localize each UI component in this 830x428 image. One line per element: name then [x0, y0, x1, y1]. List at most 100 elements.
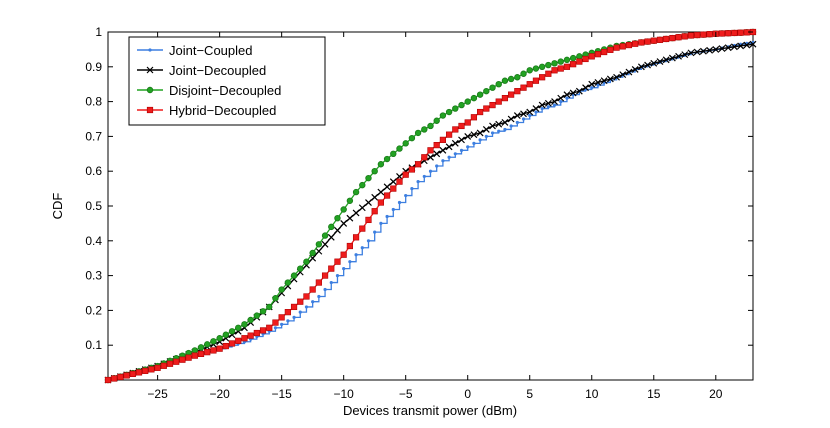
data-point: [435, 164, 439, 168]
data-point: [631, 65, 639, 73]
data-point: [280, 322, 284, 326]
data-point: [470, 114, 478, 121]
data-point: [421, 154, 428, 161]
data-point: [222, 342, 229, 350]
data-point: [383, 183, 391, 191]
data-point: [472, 141, 476, 145]
data-point: [515, 120, 519, 125]
data-point: [477, 108, 484, 116]
data-point: [625, 41, 633, 49]
data-point: [681, 51, 689, 59]
data-point: [278, 286, 285, 293]
data-point: [582, 84, 589, 92]
data-point: [266, 303, 273, 311]
legend-label: Joint−Coupled: [169, 43, 252, 58]
y-tick-label: 0.6: [85, 164, 102, 178]
x-axis-label: Devices transmit power (dBm): [343, 403, 517, 418]
data-point: [706, 46, 714, 54]
legend-label: Disjoint−Decoupled: [169, 83, 281, 98]
data-point: [441, 159, 445, 163]
data-point: [507, 75, 515, 83]
data-point: [148, 366, 155, 373]
data-point: [582, 55, 589, 63]
data-point: [303, 293, 310, 300]
data-point: [478, 138, 482, 142]
data-point: [451, 139, 459, 147]
y-tick-label: 0.8: [85, 95, 102, 109]
data-point: [346, 214, 354, 222]
data-point: [335, 274, 340, 278]
data-point: [416, 180, 420, 184]
data-point: [129, 370, 136, 378]
data-point: [650, 59, 658, 67]
data-point: [545, 61, 552, 69]
data-point: [470, 94, 478, 102]
data-point: [142, 367, 149, 374]
data-point: [693, 48, 701, 56]
data-point: [669, 34, 676, 42]
data-point: [358, 204, 366, 212]
data-point: [391, 207, 395, 212]
data-point: [191, 352, 198, 359]
data-point: [526, 81, 533, 88]
data-point: [383, 155, 391, 163]
data-point: [458, 122, 465, 130]
data-point: [204, 341, 211, 348]
data-point: [414, 129, 422, 137]
data-point: [526, 108, 534, 116]
data-point: [706, 31, 713, 38]
data-point: [650, 37, 657, 44]
data-point: [501, 77, 509, 84]
data-point: [385, 214, 389, 219]
data-point: [272, 295, 279, 302]
data-point: [724, 44, 732, 52]
data-point: [489, 84, 496, 91]
x-tick-label: 20: [709, 387, 723, 401]
data-point: [644, 38, 651, 45]
data-point: [396, 145, 403, 152]
data-point: [259, 308, 267, 315]
data-point: [197, 344, 205, 351]
data-point: [371, 193, 379, 201]
data-point: [427, 147, 434, 154]
axis-ticks: −25 −20 −15 −10 −5 0 5 10 15 20 0.1 0.2 0.3 0.4 0.5 0.6…: [85, 25, 753, 401]
data-point: [520, 84, 527, 91]
x-tick-label: −10: [333, 387, 354, 401]
data-point: [495, 120, 503, 128]
data-point: [737, 29, 744, 36]
data-point: [687, 49, 695, 57]
data-point: [569, 89, 577, 97]
data-point: [546, 105, 550, 109]
data-point: [700, 31, 707, 38]
data-point: [352, 188, 360, 196]
data-point: [588, 53, 595, 60]
data-point: [402, 171, 409, 178]
data-point: [539, 74, 546, 81]
data-point: [390, 185, 397, 192]
data-point: [681, 33, 688, 40]
data-point: [466, 145, 470, 149]
data-point: [373, 230, 377, 234]
data-point: [607, 46, 614, 53]
data-point: [675, 52, 683, 60]
data-point: [699, 47, 707, 55]
data-point: [408, 134, 416, 142]
data-point: [317, 294, 321, 299]
data-point: [687, 32, 695, 39]
data-point: [414, 161, 422, 168]
data-point: [718, 30, 726, 37]
data-point: [340, 219, 348, 227]
data-point: [489, 101, 496, 109]
data-point: [501, 95, 509, 102]
data-point: [495, 98, 502, 105]
data-point: [447, 155, 451, 159]
data-point: [521, 117, 526, 121]
data-point: [241, 321, 248, 328]
data-point: [228, 340, 236, 347]
data-point: [433, 150, 441, 158]
data-point: [551, 98, 558, 106]
data-point: [520, 70, 527, 77]
data-point: [557, 65, 564, 72]
data-point: [104, 376, 112, 384]
data-point: [619, 43, 626, 50]
